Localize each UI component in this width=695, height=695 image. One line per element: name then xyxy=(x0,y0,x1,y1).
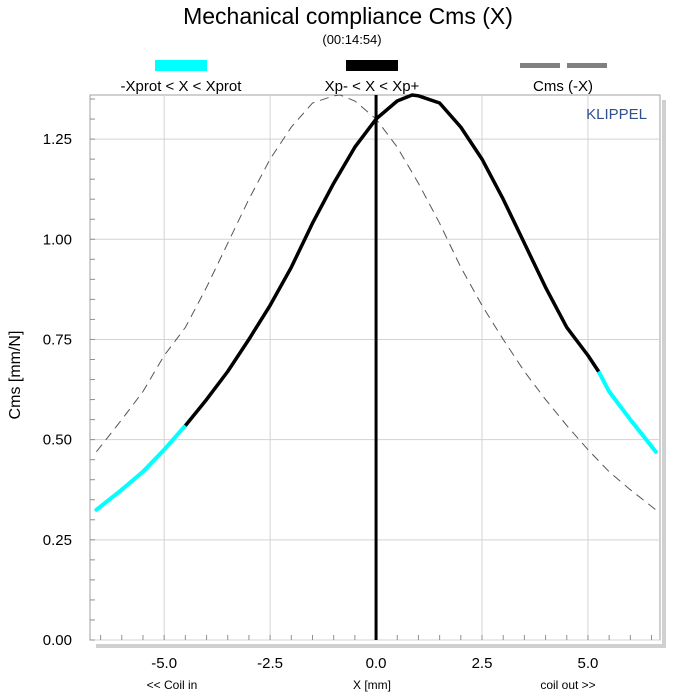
series-layer xyxy=(94,93,658,512)
x-tick-label: 0.0 xyxy=(366,655,387,672)
legend-swatch-cms-neg-b xyxy=(567,63,607,68)
x-tick-label: -2.5 xyxy=(257,655,283,672)
minor-ticks xyxy=(90,98,653,641)
legend-label-cms-neg: Cms (-X) xyxy=(533,78,593,95)
chart-subtitle: (00:14:54) xyxy=(322,32,381,47)
x-label-coil-out: coil out >> xyxy=(540,678,595,692)
x-label-coil-in: << Coil in xyxy=(147,678,198,692)
legend-swatch-cms-neg-a xyxy=(520,63,560,68)
y-tick-label: 1.25 xyxy=(43,131,72,148)
y-tick-label: 0.25 xyxy=(43,532,72,549)
legend-label-xp: Xp- < X < Xp+ xyxy=(325,78,420,95)
legend-label-xprot: -Xprot < X < Xprot xyxy=(121,78,243,95)
y-tick-label: 0.00 xyxy=(43,632,72,649)
plot-shadow-bottom xyxy=(96,644,666,648)
y-tick-label: 1.00 xyxy=(43,231,72,248)
series-line-cms-neg xyxy=(96,94,657,511)
series-line-xprot-right xyxy=(596,369,658,454)
y-axis-label: Cms [mm/N] xyxy=(7,331,24,420)
chart-title: Mechanical compliance Cms (X) xyxy=(183,3,513,29)
x-tick-label: -5.0 xyxy=(151,655,177,672)
x-axis-label: X [mm] xyxy=(353,678,391,692)
x-tick-labels: -5.0 -2.5 0.0 2.5 5.0 xyxy=(151,655,598,672)
y-tick-label: 0.75 xyxy=(43,331,72,348)
y-tick-labels: 0.00 0.25 0.50 0.75 1.00 1.25 xyxy=(43,131,72,649)
y-tick-label: 0.50 xyxy=(43,432,72,449)
legend: -Xprot < X < Xprot Xp- < X < Xp+ Cms (-X… xyxy=(121,60,607,95)
plot-shadow-right xyxy=(662,100,666,648)
series-line-xprot-left xyxy=(94,423,188,512)
legend-swatch-xp xyxy=(346,60,398,71)
x-tick-label: 2.5 xyxy=(472,655,493,672)
klippel-brand: KLIPPEL xyxy=(586,106,647,123)
legend-swatch-xprot xyxy=(155,60,207,71)
series-line-xp xyxy=(184,93,601,427)
x-tick-label: 5.0 xyxy=(578,655,599,672)
